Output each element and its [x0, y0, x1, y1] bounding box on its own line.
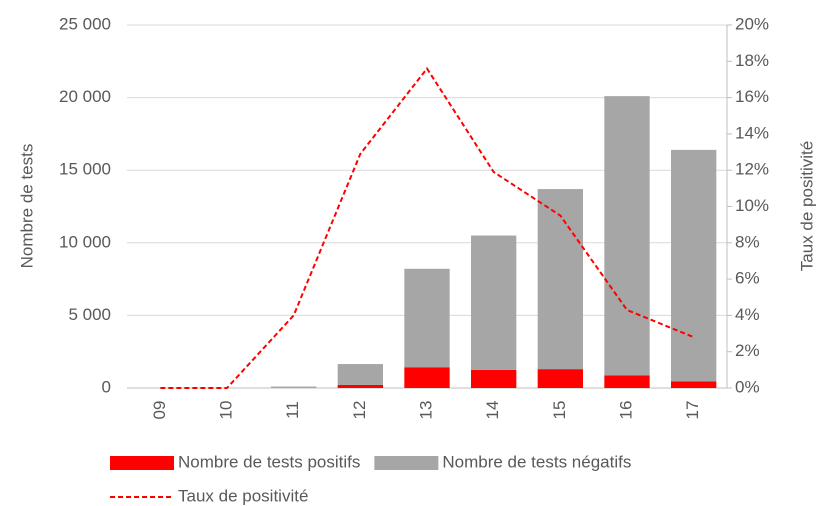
y2-axis-title: Taux de positivité	[797, 141, 816, 271]
y2-tick-label: 2%	[735, 341, 760, 360]
x-tick-label: 16	[616, 401, 635, 420]
bar-segment	[604, 96, 650, 376]
bar-segment	[404, 268, 450, 368]
bar-segment	[671, 149, 717, 382]
legend-label: Taux de positivité	[178, 486, 308, 505]
x-tick-label: 11	[283, 401, 302, 419]
legend-swatch	[374, 456, 439, 470]
y-tick-label: 25 000	[59, 14, 111, 33]
x-tick-label: 15	[550, 401, 569, 420]
y2-tick-label: 0%	[735, 377, 760, 396]
y-tick-label: 10 000	[59, 232, 111, 251]
legend-label: Nombre de tests négatifs	[442, 452, 631, 471]
bar-segment	[337, 384, 383, 388]
y2-tick-label: 16%	[735, 87, 769, 106]
x-tick-label: 17	[683, 401, 702, 420]
y2-tick-label: 20%	[735, 14, 769, 33]
x-tick-label: 09	[150, 401, 169, 420]
x-tick-label: 10	[216, 401, 235, 420]
y2-tick-label: 6%	[735, 269, 760, 288]
bar-segment	[271, 386, 317, 388]
bar-segment	[671, 381, 717, 388]
y2-tick-label: 18%	[735, 51, 769, 70]
y-tick-label: 5 000	[68, 305, 111, 324]
y2-tick-label: 4%	[735, 305, 760, 324]
line-series	[160, 66, 695, 389]
y2-tick-label: 10%	[735, 196, 769, 215]
bar-segment	[471, 235, 517, 370]
y2-tick-label: 12%	[735, 160, 769, 179]
bar-segment	[537, 189, 583, 370]
bar-segment	[337, 364, 383, 385]
y2-tick-label: 14%	[735, 123, 769, 142]
legend-swatch	[110, 456, 174, 470]
y2-tick-label: 8%	[735, 232, 760, 251]
y-tick-label: 15 000	[59, 160, 111, 179]
x-tick-label: 12	[350, 401, 369, 420]
y-tick-label: 0	[102, 377, 111, 396]
bar-segment	[604, 375, 650, 388]
bar-segment	[404, 367, 450, 388]
y-tick-label: 20 000	[59, 87, 111, 106]
bar-segment	[537, 369, 583, 388]
y-axis-title: Nombre de tests	[17, 144, 36, 269]
x-tick-label: 14	[483, 401, 502, 420]
legend-label: Nombre de tests positifs	[178, 452, 360, 471]
bar-segment	[471, 369, 517, 388]
x-tick-label: 13	[416, 401, 435, 420]
